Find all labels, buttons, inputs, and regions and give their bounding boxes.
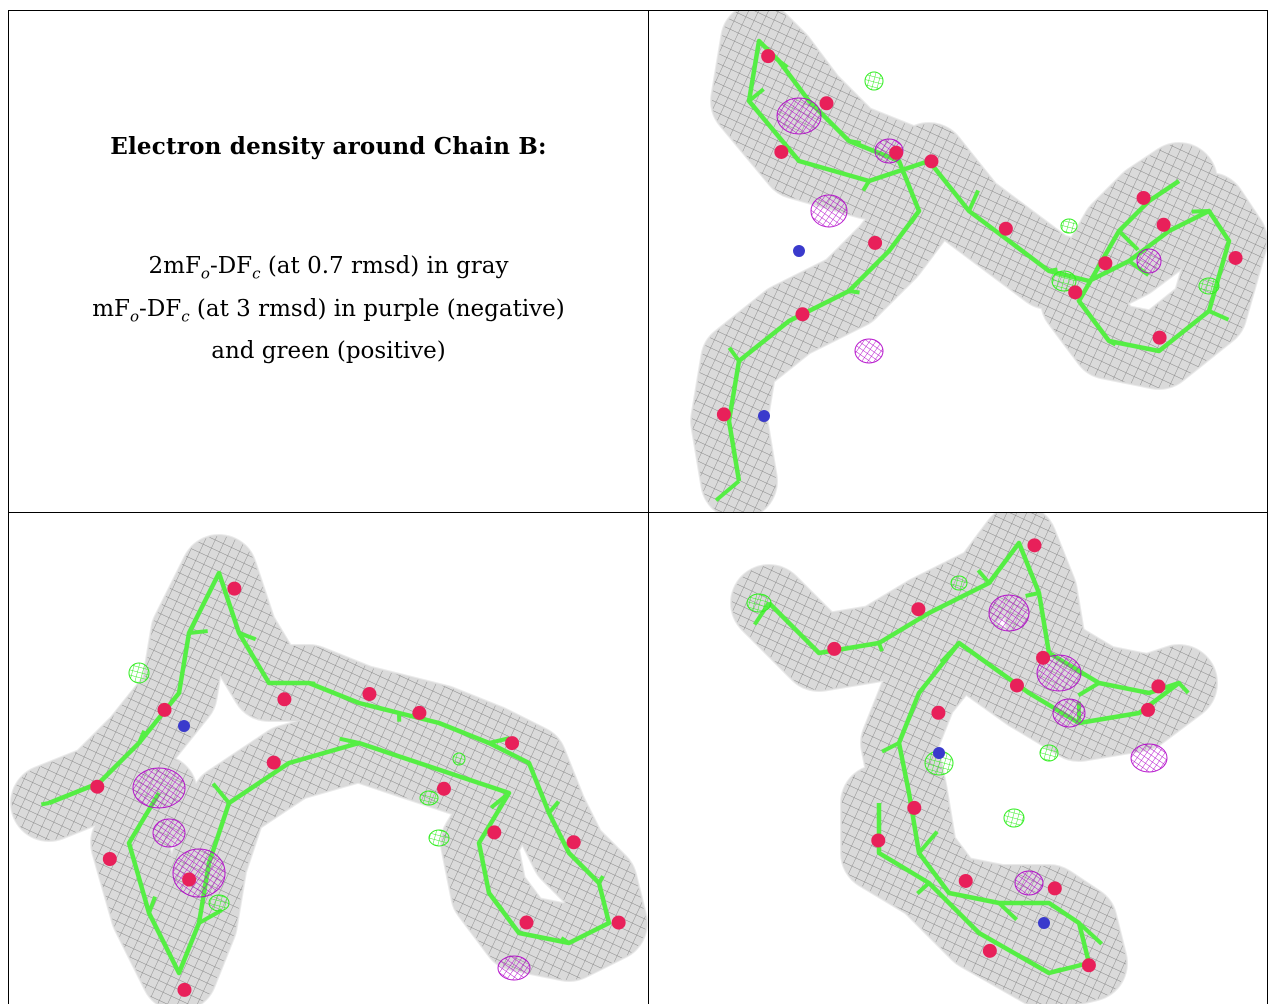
oxygen-atom: [1152, 330, 1167, 345]
panel-bottom-left: [9, 513, 648, 1004]
oxygen-atom: [868, 235, 883, 250]
oxygen-atom: [716, 407, 731, 422]
oxygen-atom: [157, 702, 172, 717]
oxygen-atom: [412, 705, 427, 720]
table-left-border: [8, 10, 9, 1004]
nitrogen-atom: [1038, 917, 1050, 929]
oxygen-atom: [266, 755, 281, 770]
negative-difference-blob: [1014, 870, 1044, 896]
oxygen-atom: [102, 852, 117, 867]
oxygen-atom: [519, 915, 534, 930]
table-top-border: [8, 10, 1268, 11]
negative-difference-blob: [776, 97, 822, 135]
oxygen-atom: [1228, 250, 1243, 265]
figure-table: Electron density around Chain B: 2mFo-DF…: [8, 10, 1268, 1004]
oxygen-atom: [505, 736, 520, 751]
oxygen-atom: [277, 692, 292, 707]
oxygen-atom: [795, 307, 810, 322]
nitrogen-atom: [178, 720, 190, 732]
oxygen-atom: [1009, 678, 1024, 693]
negative-difference-blob: [1052, 698, 1086, 728]
positive-difference-blob: [1060, 218, 1078, 234]
oxygen-atom: [177, 982, 192, 997]
negative-difference-blob: [810, 194, 848, 228]
negative-difference-blob: [152, 818, 186, 848]
legend-green-line: and green (positive): [211, 338, 446, 365]
oxygen-atom: [774, 144, 789, 159]
gray-density-mesh: [730, 513, 1218, 1004]
density-map-image: [10, 534, 648, 1004]
oxygen-atom: [982, 943, 997, 958]
oxygen-atom: [1027, 538, 1042, 553]
oxygen-atom: [931, 705, 946, 720]
positive-difference-blob: [950, 575, 968, 591]
nitrogen-atom: [758, 410, 770, 422]
oxygen-atom: [182, 872, 197, 887]
oxygen-atom: [1047, 881, 1062, 896]
gray-density-mesh: [10, 534, 648, 1004]
positive-difference-blob: [419, 790, 439, 806]
negative-difference-blob: [1036, 654, 1082, 692]
oxygen-atom: [924, 154, 939, 169]
negative-difference-blob: [497, 955, 531, 981]
density-map-image: [690, 11, 1267, 512]
oxygen-atom: [362, 687, 377, 702]
oxygen-atom: [911, 602, 926, 617]
nitrogen-atom: [933, 747, 945, 759]
caption-title: Electron density around Chain B:: [110, 133, 547, 160]
legend-difference-map: mFo-DFc (at 3 rmsd) in purple (negative): [92, 295, 565, 326]
oxygen-atom: [487, 825, 502, 840]
positive-difference-blob: [128, 662, 150, 684]
panel-top-right: [649, 11, 1267, 512]
oxygen-atom: [1151, 679, 1166, 694]
positive-difference-blob: [1003, 808, 1025, 828]
positive-difference-blob: [428, 829, 450, 847]
oxygen-atom: [1098, 256, 1113, 271]
oxygen-atom: [998, 221, 1013, 236]
density-map-image: [730, 513, 1218, 1004]
positive-difference-blob: [1051, 270, 1077, 292]
nitrogen-atom: [793, 245, 805, 257]
table-middle-border: [8, 512, 1268, 513]
oxygen-atom: [871, 833, 886, 848]
oxygen-atom: [1081, 958, 1096, 973]
caption-cell: Electron density around Chain B: 2mFo-DF…: [9, 11, 648, 511]
oxygen-atom: [1156, 217, 1171, 232]
negative-difference-blob: [132, 767, 186, 809]
panel-bottom-right: [649, 513, 1267, 1004]
oxygen-atom: [227, 581, 242, 596]
oxygen-atom: [1141, 702, 1156, 717]
oxygen-atom: [1036, 650, 1051, 665]
oxygen-atom: [761, 49, 776, 64]
oxygen-atom: [436, 781, 451, 796]
positive-difference-blob: [208, 894, 230, 912]
table-center-border: [648, 10, 649, 1004]
oxygen-atom: [90, 779, 105, 794]
oxygen-atom: [907, 800, 922, 815]
negative-difference-blob: [1130, 743, 1168, 773]
positive-difference-blob: [864, 71, 884, 91]
positive-difference-blob: [452, 752, 466, 766]
oxygen-atom: [958, 873, 973, 888]
negative-difference-blob: [172, 848, 226, 898]
positive-difference-blob: [746, 593, 772, 613]
oxygen-atom: [1136, 190, 1151, 205]
oxygen-atom: [889, 145, 904, 160]
oxygen-atom: [611, 915, 626, 930]
positive-difference-blob: [1039, 744, 1059, 762]
oxygen-atom: [827, 641, 842, 656]
positive-difference-blob: [1198, 277, 1220, 295]
oxygen-atom: [566, 835, 581, 850]
oxygen-atom: [1068, 285, 1083, 300]
caption-legend: 2mFo-DFc (at 0.7 rmsd) in gray mFo-DFc (…: [9, 249, 648, 369]
table-right-border: [1267, 10, 1268, 1004]
negative-difference-blob: [1136, 248, 1162, 274]
negative-difference-blob: [854, 338, 884, 364]
negative-difference-blob: [988, 594, 1030, 632]
oxygen-atom: [819, 96, 834, 111]
carbon-bond-model: [40, 570, 612, 976]
legend-gray-map: 2mFo-DFc (at 0.7 rmsd) in gray: [148, 253, 509, 283]
